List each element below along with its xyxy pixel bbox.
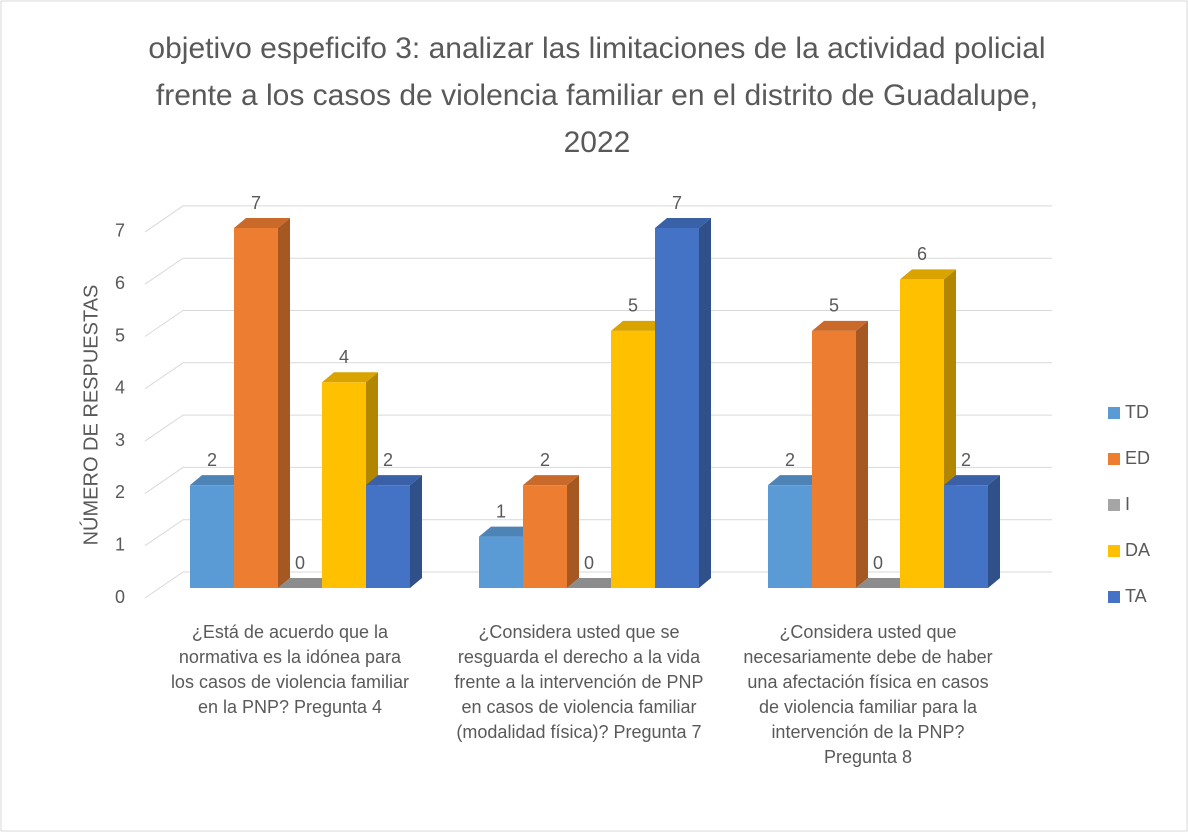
bar bbox=[812, 320, 868, 588]
legend-label: I bbox=[1125, 494, 1130, 514]
bar-face bbox=[234, 228, 278, 588]
bar-face bbox=[190, 475, 246, 486]
bar-face bbox=[278, 578, 334, 588]
grid-line bbox=[144, 466, 1052, 494]
legend-label: DA bbox=[1125, 540, 1150, 560]
data-label: 4 bbox=[339, 347, 349, 367]
bar-face bbox=[479, 536, 523, 588]
bar-face bbox=[366, 475, 422, 486]
x-tick-label: ¿Considera usted que necesariamente debe … bbox=[743, 622, 992, 767]
bar-face bbox=[655, 218, 711, 228]
data-label: 2 bbox=[785, 450, 795, 470]
bar-face bbox=[523, 475, 579, 486]
chart-title: objetivo espeficifo 3: analizar las limi… bbox=[148, 32, 1045, 159]
data-label: 2 bbox=[207, 450, 217, 470]
data-label: 7 bbox=[251, 193, 261, 213]
bar bbox=[856, 578, 912, 588]
data-label: 2 bbox=[383, 450, 393, 470]
y-tick-label: 1 bbox=[115, 534, 125, 554]
bar-face bbox=[812, 320, 868, 331]
y-axis-label: NÚMERO DE RESPUESTAS bbox=[79, 285, 102, 546]
data-label: 7 bbox=[672, 193, 682, 213]
x-tick-label: ¿Considera usted que se resguarda el dere… bbox=[454, 622, 703, 742]
bar-face bbox=[567, 475, 579, 588]
bar bbox=[655, 218, 711, 588]
data-label: 6 bbox=[917, 244, 927, 264]
bar-face bbox=[523, 485, 567, 588]
bar bbox=[567, 578, 623, 588]
grid-line bbox=[144, 571, 1052, 599]
legend-swatch bbox=[1108, 407, 1120, 419]
bar-face bbox=[856, 320, 868, 588]
data-label: 1 bbox=[496, 501, 506, 521]
grid-line bbox=[144, 310, 1052, 337]
bar-face bbox=[768, 475, 824, 486]
legend-label: ED bbox=[1125, 448, 1150, 468]
grid-line bbox=[144, 414, 1052, 442]
y-tick-label: 0 bbox=[115, 587, 125, 607]
legend-swatch bbox=[1108, 545, 1120, 557]
legend-swatch bbox=[1108, 453, 1120, 465]
y-tick-label: 6 bbox=[115, 273, 125, 293]
data-label: 2 bbox=[961, 450, 971, 470]
bar-face bbox=[856, 578, 912, 588]
grid-line bbox=[144, 519, 1052, 547]
bar-face bbox=[900, 269, 956, 280]
bar-face bbox=[988, 475, 1000, 588]
bar-face bbox=[410, 475, 422, 588]
legend-swatch bbox=[1108, 499, 1120, 511]
bar-face bbox=[366, 485, 410, 588]
bar-face bbox=[190, 485, 234, 588]
y-tick-label: 7 bbox=[115, 221, 125, 241]
grid-line bbox=[144, 257, 1052, 285]
data-label: 5 bbox=[829, 296, 839, 316]
data-label: 0 bbox=[295, 553, 305, 573]
bar-face bbox=[611, 320, 667, 331]
bar-face bbox=[322, 372, 378, 383]
y-tick-label: 3 bbox=[115, 430, 125, 450]
bar-face bbox=[944, 485, 988, 588]
bar-face bbox=[234, 218, 290, 228]
grid-line bbox=[144, 205, 1052, 233]
legend-label: TA bbox=[1125, 586, 1147, 606]
bar bbox=[944, 475, 1000, 588]
data-label: 2 bbox=[540, 450, 550, 470]
bar-face bbox=[768, 485, 812, 588]
y-tick-label: 2 bbox=[115, 482, 125, 502]
bar-face bbox=[479, 526, 535, 537]
bar bbox=[523, 475, 579, 588]
bar bbox=[366, 475, 422, 588]
bar-face bbox=[944, 475, 1000, 486]
bar bbox=[234, 218, 290, 588]
grid-line bbox=[144, 362, 1052, 390]
y-tick-label: 4 bbox=[115, 378, 125, 398]
data-label: 0 bbox=[584, 553, 594, 573]
bar-face bbox=[278, 218, 290, 588]
data-label: 5 bbox=[628, 296, 638, 316]
bar-face bbox=[900, 279, 944, 588]
bar-face bbox=[567, 578, 623, 588]
bar-face bbox=[699, 218, 711, 588]
legend-swatch bbox=[1108, 591, 1120, 603]
legend-label: TD bbox=[1125, 402, 1149, 422]
x-tick-label: ¿Está de acuerdo que la normativa es la i… bbox=[171, 622, 409, 717]
bar-face bbox=[655, 228, 699, 588]
bar-face bbox=[322, 382, 366, 588]
bar-face bbox=[611, 330, 655, 588]
data-label: 0 bbox=[873, 553, 883, 573]
bar-face bbox=[812, 330, 856, 588]
bar bbox=[278, 578, 334, 588]
y-tick-label: 5 bbox=[115, 325, 125, 345]
